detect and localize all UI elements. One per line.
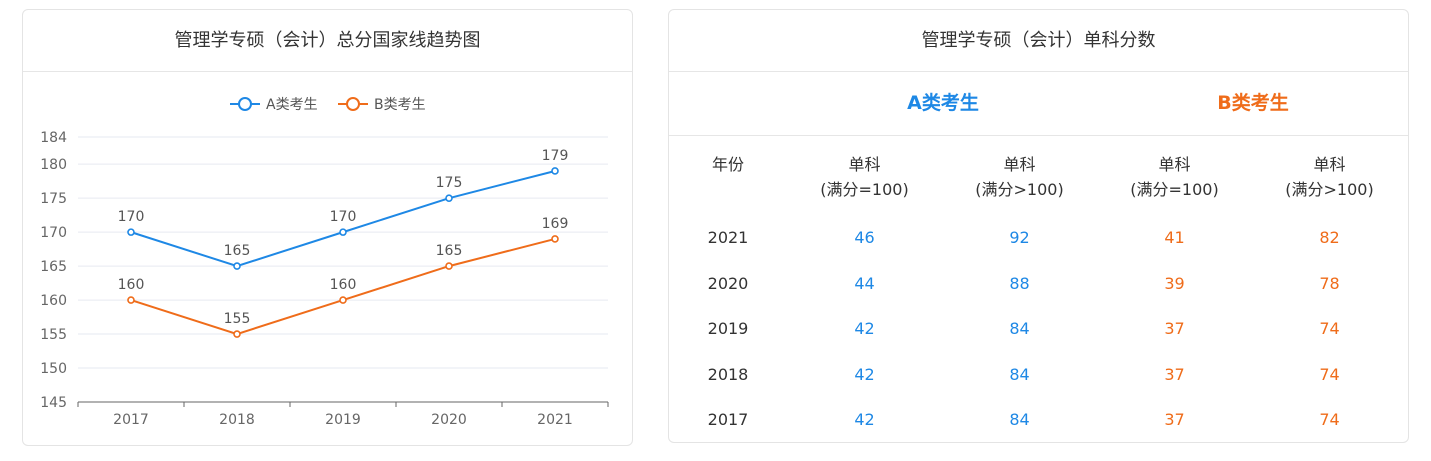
x-tick-label: 2017 [113, 412, 149, 428]
table-header-row: 年份 单科 (满分=100) 单科 (满分>100) 单科 (满分=100) 单… [669, 135, 1408, 215]
data-label: 155 [224, 311, 251, 327]
header-label: 单科 [1158, 155, 1191, 174]
header-a-eq100: 单科 (满分=100) [787, 135, 942, 215]
y-tick-label: 145 [40, 395, 67, 411]
b-eq100-cell: 39 [1164, 273, 1185, 293]
year-cell: 2020 [707, 273, 749, 293]
year-cell: 2019 [707, 319, 749, 338]
table-row: 2021 46 92 41 82 [669, 215, 1408, 261]
a-gt100-cell: 92 [1009, 228, 1030, 247]
a-gt100-cell: 84 [1009, 410, 1030, 429]
chart-card: 管理学专硕（会计）总分国家线趋势图 A类考生 B类考生 145 150 155 160 1… [22, 9, 633, 446]
data-point[interactable] [445, 194, 453, 202]
data-label: 179 [542, 148, 569, 164]
a-eq100-cell: 44 [854, 273, 875, 293]
data-point[interactable] [233, 330, 241, 338]
y-tick-label: 160 [40, 293, 67, 309]
b-gt100-cell: 74 [1319, 410, 1340, 429]
header-year-label: 年份 [711, 155, 744, 174]
score-table-card: 管理学专硕（会计）单科分数 A类考生 B类考生 年份 单科 (满分=100) 单… [668, 9, 1409, 443]
b-eq100-cell: 37 [1164, 364, 1185, 384]
y-axis: 145 150 155 160 165 170 175 180 184 [40, 130, 67, 411]
y-tick-label: 155 [40, 327, 67, 343]
header-year: 年份 [669, 135, 787, 215]
a-gt100-cell: 88 [1009, 273, 1030, 293]
legend-item[interactable]: B类考生 [338, 97, 426, 113]
data-label: 170 [118, 209, 145, 225]
year-cell: 2021 [707, 228, 749, 247]
b-gt100-cell: 74 [1319, 364, 1340, 384]
data-point[interactable] [339, 228, 347, 236]
y-tick-label: 180 [40, 157, 67, 173]
table-row: 2017 42 84 37 74 [669, 397, 1408, 443]
data-label: 160 [330, 277, 357, 293]
header-sublabel: (满分=100) [1130, 180, 1219, 199]
b-eq100-cell: 37 [1164, 410, 1185, 429]
a-eq100-cell: 42 [854, 364, 875, 384]
data-point[interactable] [127, 228, 135, 236]
data-point[interactable] [551, 167, 559, 175]
chart-legend[interactable]: A类考生 B类考生 [230, 97, 426, 113]
year-cell: 2017 [707, 410, 749, 429]
data-point[interactable] [551, 235, 559, 243]
data-label: 165 [436, 243, 463, 259]
header-sublabel: (满分>100) [1285, 180, 1374, 199]
y-tick-label: 165 [40, 259, 67, 275]
line-chart: A类考生 B类考生 145 150 155 160 165 170 175 180 184 201… [40, 97, 609, 428]
y-tick-label: 170 [40, 225, 67, 241]
y-tick-label: 184 [40, 130, 67, 146]
table-row: 2020 44 88 39 78 [669, 261, 1408, 307]
b-eq100-cell: 41 [1164, 228, 1185, 247]
header-a-gt100: 单科 (满分>100) [942, 135, 1097, 215]
b-eq100-cell: 37 [1164, 319, 1185, 338]
a-eq100-cell: 42 [854, 410, 875, 429]
table-row: 2019 42 84 37 74 [669, 306, 1408, 352]
a-eq100-cell: 46 [854, 228, 875, 247]
legend-marker [238, 97, 252, 111]
data-label: 169 [542, 216, 569, 232]
header-label: 单科 [1003, 155, 1036, 174]
chart-series: 170 165 170 175 179 160 155 160 165 169 [118, 148, 569, 338]
header-sublabel: (满分=100) [820, 180, 909, 199]
data-label: 170 [330, 209, 357, 225]
data-point[interactable] [339, 296, 347, 304]
data-label: 160 [118, 277, 145, 293]
x-axis: 2017 2018 2019 2020 2021 [77, 401, 609, 428]
data-point[interactable] [127, 296, 135, 304]
header-b-gt100: 单科 (满分>100) [1252, 135, 1407, 215]
group-a-label: A类考生 [907, 92, 979, 114]
table-title: 管理学专硕（会计）单科分数 [669, 10, 1408, 72]
score-table: 年份 单科 (满分=100) 单科 (满分>100) 单科 (满分=100) 单… [669, 135, 1408, 443]
data-label: 175 [436, 175, 463, 191]
header-b-eq100: 单科 (满分=100) [1097, 135, 1252, 215]
legend-marker [346, 97, 360, 111]
x-tick-label: 2018 [219, 412, 255, 428]
y-tick-label: 175 [40, 191, 67, 207]
a-gt100-cell: 84 [1009, 364, 1030, 384]
b-gt100-cell: 78 [1319, 273, 1340, 293]
header-sublabel: (满分>100) [975, 180, 1064, 199]
data-label: 165 [224, 243, 251, 259]
legend-item[interactable]: A类考生 [230, 97, 318, 113]
b-gt100-cell: 74 [1319, 319, 1340, 338]
table-row: 2018 42 84 37 74 [669, 352, 1408, 398]
chart-grid [78, 136, 608, 369]
header-label: 单科 [1313, 155, 1346, 174]
a-gt100-cell: 84 [1009, 319, 1030, 338]
legend-label: A类考生 [266, 97, 318, 113]
x-tick-label: 2020 [431, 412, 467, 428]
header-label: 单科 [848, 155, 881, 174]
x-tick-label: 2019 [325, 412, 361, 428]
legend-label: B类考生 [374, 97, 426, 113]
b-gt100-cell: 82 [1319, 228, 1340, 247]
a-eq100-cell: 42 [854, 319, 875, 338]
group-header-row: A类考生 B类考生 [669, 72, 1408, 136]
year-cell: 2018 [707, 364, 749, 384]
chart-title: 管理学专硕（会计）总分国家线趋势图 [23, 10, 632, 72]
data-point[interactable] [445, 262, 453, 270]
y-tick-label: 150 [40, 361, 67, 377]
data-point[interactable] [233, 262, 241, 270]
group-b-label: B类考生 [1217, 92, 1289, 114]
x-tick-label: 2021 [537, 412, 573, 428]
